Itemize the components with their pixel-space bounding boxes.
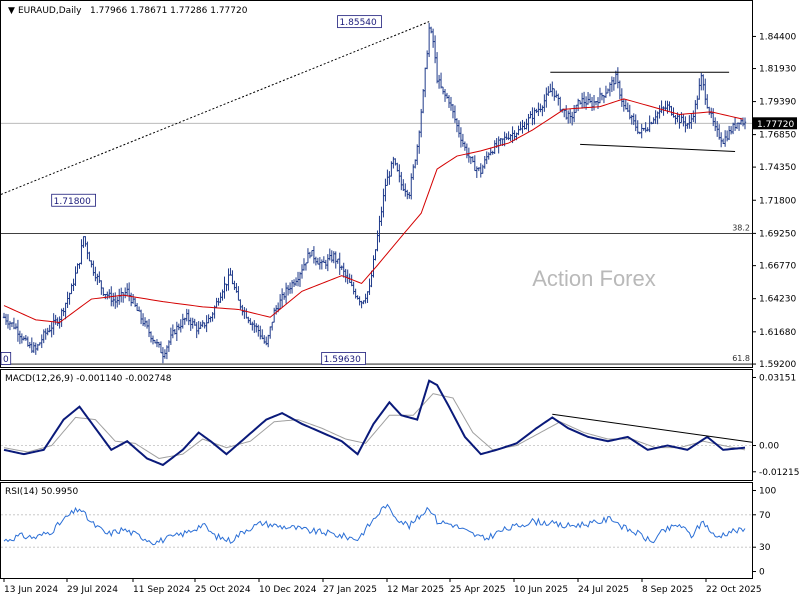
macd-axis: 0.03151 0.00 -0.012158 xyxy=(752,373,800,478)
annotation-label: 0 xyxy=(3,355,9,365)
rsi-tick-label: 30 xyxy=(759,543,771,553)
ohlc-values: 1.77966 1.78671 1.77286 1.77720 xyxy=(90,6,248,16)
price-tick-label: 1.74350 xyxy=(759,163,796,173)
rsi-tick-label: 0 xyxy=(759,568,765,578)
price-annotations: 1.855401.718001.596301.724501.815501.816… xyxy=(0,15,750,365)
date-tick-label: 8 Sep 2025 xyxy=(642,585,693,595)
price-tick-label: 1.66770 xyxy=(759,262,796,272)
fib-level-label: 38.2 xyxy=(732,223,750,232)
annotation-label: 1.71800 xyxy=(54,197,91,207)
date-tick-label: 13 Jun 2024 xyxy=(4,585,58,595)
date-tick-label: 10 Dec 2024 xyxy=(259,585,317,595)
rsi-tick-label: 100 xyxy=(759,486,776,496)
annotation-box xyxy=(337,15,382,29)
macd-trendline xyxy=(552,413,753,443)
macd-title: MACD(12,26,9) -0.001140 -0.002748 xyxy=(5,374,172,384)
date-tick-label: 11 Sep 2024 xyxy=(133,585,190,595)
annotation-box xyxy=(321,352,366,365)
macd-panel xyxy=(0,369,753,481)
price-tick-label: 1.61680 xyxy=(759,328,796,338)
price-axis: 1.84400 1.81930 1.79390 1.76850 1.74350 1.718… xyxy=(752,32,797,370)
dotted-trendline xyxy=(1,21,430,195)
watermark: Action Forex xyxy=(532,266,656,291)
fib-level-label: 61.8 xyxy=(732,354,750,363)
annotation-box xyxy=(0,352,12,365)
price-tick-label: 1.76850 xyxy=(759,131,796,141)
price-tick-label: 1.84400 xyxy=(759,32,796,42)
rsi-line xyxy=(3,503,746,546)
macd-line xyxy=(3,379,746,467)
rsi-title: RSI(14) 50.9950 xyxy=(5,487,78,497)
price-tick-label: 1.64230 xyxy=(759,295,796,305)
symbol-title: EURAUD,Daily xyxy=(18,6,82,16)
price-tick-label: 1.59200 xyxy=(759,360,796,370)
price-tick-label: 1.71800 xyxy=(759,196,796,206)
macd-tick-label: 0.03151 xyxy=(759,373,796,383)
date-axis: 13 Jun 2024 29 Jul 2024 11 Sep 2024 25 Oct … xyxy=(3,578,762,595)
date-tick-label: 24 Jul 2025 xyxy=(578,585,629,595)
support-line xyxy=(580,143,736,152)
date-tick-label: 27 Jan 2025 xyxy=(323,585,377,595)
price-tick-label: 1.79390 xyxy=(759,98,796,108)
last-price-tag xyxy=(753,117,797,130)
moving-average-line xyxy=(3,98,744,323)
rsi-axis: 100 70 30 0 xyxy=(752,486,776,578)
date-tick-label: 25 Oct 2024 xyxy=(195,585,251,595)
date-tick-label: 12 Mar 2025 xyxy=(387,585,444,595)
date-tick-label: 25 Apr 2025 xyxy=(450,585,506,595)
macd-tick-label: 0.00 xyxy=(759,442,779,452)
date-tick-label: 29 Jul 2024 xyxy=(67,585,118,595)
rsi-tick-label: 70 xyxy=(759,511,771,521)
last-price-label: 1.77720 xyxy=(757,120,794,130)
symbol-header-arrow: ▼ xyxy=(8,6,15,16)
macd-tick-label: -0.012158 xyxy=(759,468,800,478)
date-tick-label: 22 Oct 2025 xyxy=(706,585,762,595)
date-tick-label: 10 Jun 2025 xyxy=(514,585,568,595)
annotation-label: 1.85540 xyxy=(340,18,377,28)
price-panel xyxy=(0,0,753,368)
price-tick-label: 1.69250 xyxy=(759,229,796,239)
annotation-box xyxy=(51,193,96,207)
price-tick-label: 1.81930 xyxy=(759,65,796,75)
annotation-label: 1.59630 xyxy=(324,355,361,365)
